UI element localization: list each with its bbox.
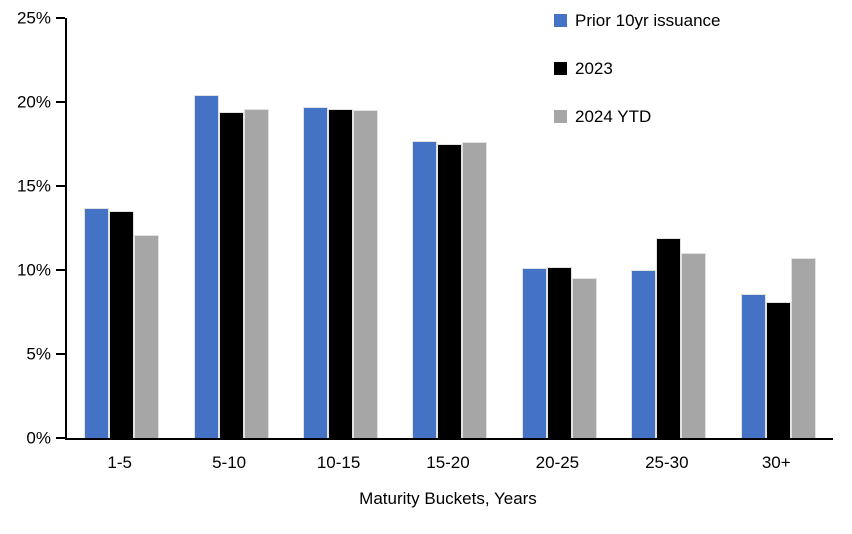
bar-prior-10yr-issuance-30+ <box>740 293 766 438</box>
legend-label-2024-ytd: 2024 YTD <box>575 106 652 126</box>
bar-group-25-30 <box>614 18 723 438</box>
bar-prior-10yr-issuance-1-5 <box>84 207 110 438</box>
bar-2024-ytd-25-30 <box>681 253 707 438</box>
x-tick-label-25-30: 25-30 <box>645 453 689 472</box>
legend-label-2023: 2023 <box>575 58 613 78</box>
bar-2023-20-25 <box>546 266 572 438</box>
y-tick-label-5-: 5% <box>26 344 51 364</box>
bar-2024-ytd-30+ <box>790 258 816 438</box>
legend-swatch-2023 <box>554 61 567 75</box>
y-tick-20- <box>56 101 65 103</box>
bar-2024-ytd-15-20 <box>462 142 488 438</box>
x-tick-label-20-25: 20-25 <box>535 453 580 472</box>
bar-prior-10yr-issuance-15-20 <box>412 140 438 438</box>
bar-group-5-10 <box>176 18 285 438</box>
x-tick-label-5-10: 5-10 <box>212 453 247 472</box>
y-tick-label-15-: 15% <box>16 176 51 196</box>
legend-swatch-2024-ytd <box>554 109 567 123</box>
y-tick-label-20-: 20% <box>16 92 51 112</box>
bar-group-1-5 <box>67 18 176 438</box>
bar-2024-ytd-10-15 <box>353 110 379 438</box>
y-tick-label-0-: 0% <box>26 428 51 448</box>
legend-swatch-prior-10yr-issuance <box>554 13 567 27</box>
y-tick-15- <box>56 185 65 187</box>
y-tick-label-25-: 25% <box>16 8 51 28</box>
x-axis-labels: 1-5 5-10 10-15 15-20 20-25 25-30 30+ <box>65 453 831 473</box>
legend: Prior 10yr issuance 2023 2024 YTD <box>554 8 721 152</box>
bar-prior-10yr-issuance-5-10 <box>193 95 219 438</box>
x-tick-label-30+: 30+ <box>761 453 791 472</box>
x-tick-label-1-5: 1-5 <box>107 453 132 472</box>
x-axis-title: Maturity Buckets, Years <box>359 489 537 508</box>
bar-2023-5-10 <box>218 112 244 438</box>
bar-2024-ytd-20-25 <box>571 278 597 438</box>
bar-prior-10yr-issuance-20-25 <box>521 268 547 438</box>
plot-area: 0% 5% 10% 15% 20% 25% <box>17 10 833 447</box>
bar-prior-10yr-issuance-10-15 <box>303 107 329 438</box>
bar-2023-30+ <box>765 301 791 438</box>
bar-prior-10yr-issuance-25-30 <box>631 270 657 438</box>
bar-2023-25-30 <box>656 238 682 438</box>
x-tick-label-15-20: 15-20 <box>426 453 470 472</box>
bar-group-15-20 <box>395 18 504 438</box>
bar-2024-ytd-1-5 <box>134 234 160 438</box>
bar-2023-1-5 <box>109 211 135 438</box>
y-tick-25- <box>56 17 65 19</box>
legend-label-prior-10yr-issuance: Prior 10yr issuance <box>575 10 721 30</box>
bar-group-20-25 <box>505 18 614 438</box>
legend-item-prior-10yr-issuance: Prior 10yr issuance <box>554 8 721 32</box>
legend-item-2023: 2023 <box>554 56 721 80</box>
bar-2023-10-15 <box>328 108 354 438</box>
y-tick-10- <box>56 269 65 271</box>
bar-group-10-15 <box>286 18 395 438</box>
bar-group-30+ <box>724 18 833 438</box>
y-tick-0- <box>56 437 65 439</box>
legend-item-2024-ytd: 2024 YTD <box>554 104 721 128</box>
bar-2023-15-20 <box>437 144 463 438</box>
y-tick-5- <box>56 353 65 355</box>
bar-2024-ytd-5-10 <box>243 108 269 438</box>
bars-area <box>67 18 833 438</box>
x-tick-label-10-15: 10-15 <box>316 453 361 472</box>
y-tick-label-10-: 10% <box>16 260 51 280</box>
